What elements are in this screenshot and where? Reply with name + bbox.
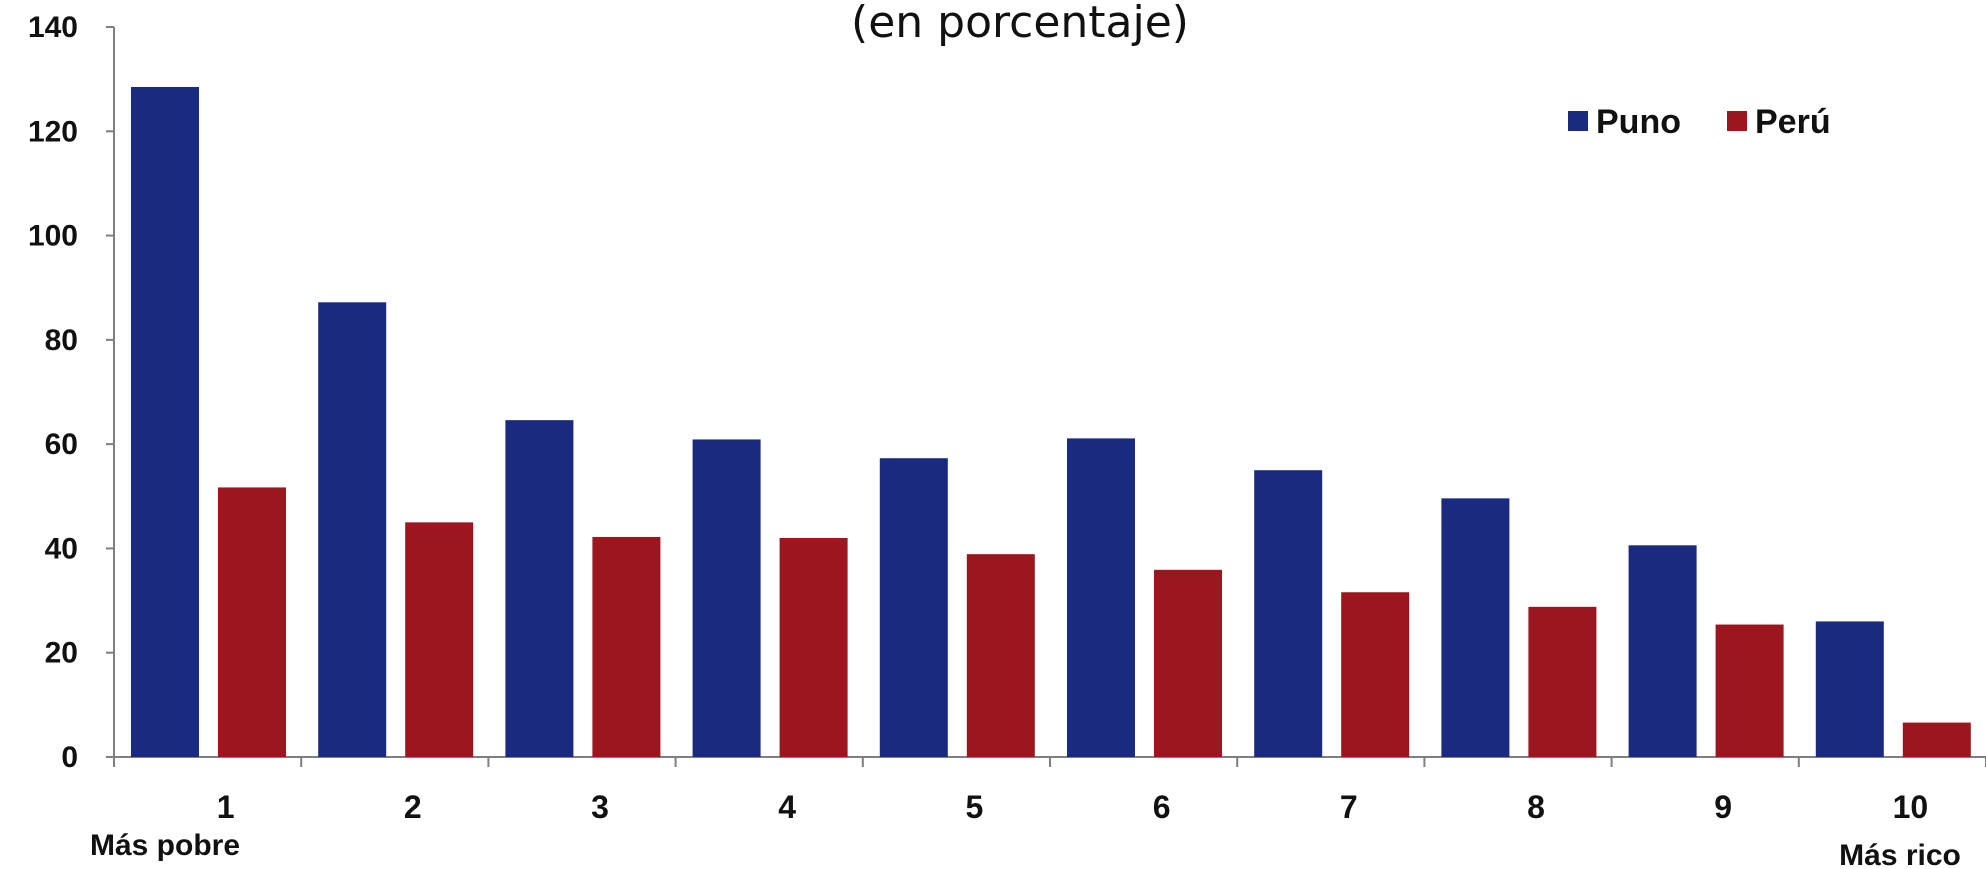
bar-puno-8 (1441, 498, 1510, 757)
bar-per-8 (1528, 606, 1597, 757)
chart-subtitle: (en porcentaje) (851, 0, 1189, 48)
x-note-poorest: Más pobre (90, 829, 240, 862)
y-tick-label: 40 (45, 532, 78, 565)
y-tick-label: 80 (45, 324, 78, 357)
bar-puno-10 (1815, 621, 1884, 757)
x-tick-label: 7 (1340, 789, 1358, 825)
bar-per-9 (1715, 624, 1784, 757)
legend-label-0: Puno (1596, 103, 1681, 141)
legend-label-1: Perú (1755, 103, 1831, 141)
bar-puno-4 (692, 439, 761, 757)
x-tick-label: 1 (217, 789, 235, 825)
bar-puno-2 (318, 302, 387, 757)
bar-per-7 (1341, 592, 1410, 757)
legend: Puno Perú (1568, 103, 1831, 141)
bar-per-10 (1902, 722, 1971, 757)
x-tick-label: 6 (1153, 789, 1171, 825)
x-tick-label: 3 (591, 789, 609, 825)
y-axis: 0 20 40 60 80 100 120 140 (28, 11, 115, 774)
legend-swatch-1 (1727, 111, 1747, 131)
bar-puno-1 (131, 86, 199, 757)
bar-puno-9 (1628, 545, 1697, 757)
bar-puno-6 (1067, 438, 1135, 757)
bar-per-6 (1154, 569, 1222, 757)
x-note-richest: Más rico (1839, 839, 1961, 869)
y-tick-label: 140 (28, 11, 78, 44)
bar-per-4 (779, 538, 848, 757)
x-axis: 1 2 3 4 5 6 7 8 9 10 (113, 756, 1986, 825)
x-tick-label: 4 (778, 789, 796, 825)
bar-per-3 (592, 536, 661, 757)
y-tick-label: 120 (28, 115, 78, 148)
bar-per-2 (405, 522, 474, 757)
x-tick-label: 2 (404, 789, 422, 825)
bar-puno-5 (879, 458, 948, 757)
x-tick-label: 5 (966, 789, 984, 825)
y-tick-label: 20 (45, 637, 78, 670)
legend-swatch-0 (1568, 111, 1588, 131)
x-tick-label: 9 (1714, 789, 1732, 825)
bars-group (131, 86, 1971, 757)
y-tick-label: 100 (28, 220, 78, 253)
bar-puno-3 (505, 420, 574, 757)
y-tick-label: 0 (61, 741, 78, 774)
y-tick-label: 60 (45, 428, 78, 461)
bar-per-5 (966, 554, 1035, 757)
bar-per-1 (218, 487, 286, 757)
bar-puno-7 (1254, 470, 1323, 757)
x-tick-label: 8 (1527, 789, 1545, 825)
x-tick-label: 10 (1893, 789, 1929, 825)
